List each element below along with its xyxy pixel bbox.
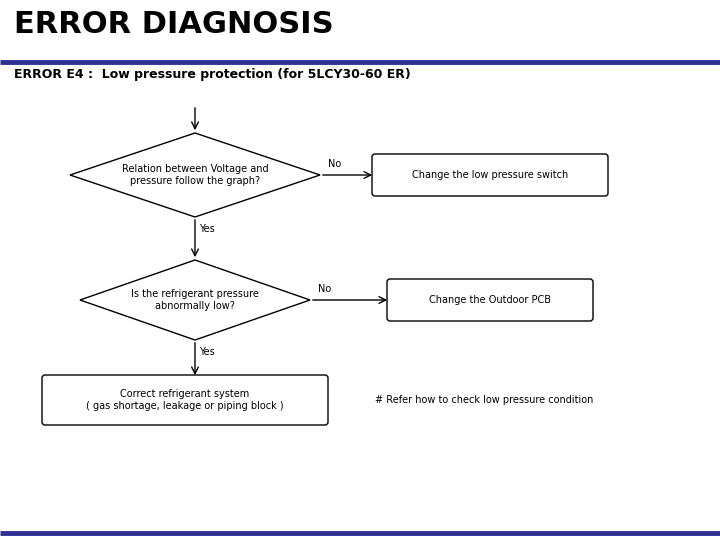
Text: # Refer how to check low pressure condition: # Refer how to check low pressure condit… xyxy=(375,395,593,405)
FancyBboxPatch shape xyxy=(372,154,608,196)
Text: No: No xyxy=(328,159,341,169)
Text: Relation between Voltage and
pressure follow the graph?: Relation between Voltage and pressure fo… xyxy=(122,164,269,186)
Text: Change the low pressure switch: Change the low pressure switch xyxy=(412,170,568,180)
Text: No: No xyxy=(318,284,331,294)
FancyBboxPatch shape xyxy=(42,375,328,425)
Text: Yes: Yes xyxy=(199,347,215,357)
Text: ERROR E4 :  Low pressure protection (for 5LCY30-60 ER): ERROR E4 : Low pressure protection (for … xyxy=(14,68,410,81)
Text: Change the Outdoor PCB: Change the Outdoor PCB xyxy=(429,295,551,305)
FancyBboxPatch shape xyxy=(387,279,593,321)
Text: Is the refrigerant pressure
abnormally low?: Is the refrigerant pressure abnormally l… xyxy=(131,289,259,311)
Text: Correct refrigerant system
( gas shortage, leakage or piping block ): Correct refrigerant system ( gas shortag… xyxy=(86,389,284,411)
Text: Yes: Yes xyxy=(199,224,215,234)
Text: ERROR DIAGNOSIS: ERROR DIAGNOSIS xyxy=(14,10,333,39)
